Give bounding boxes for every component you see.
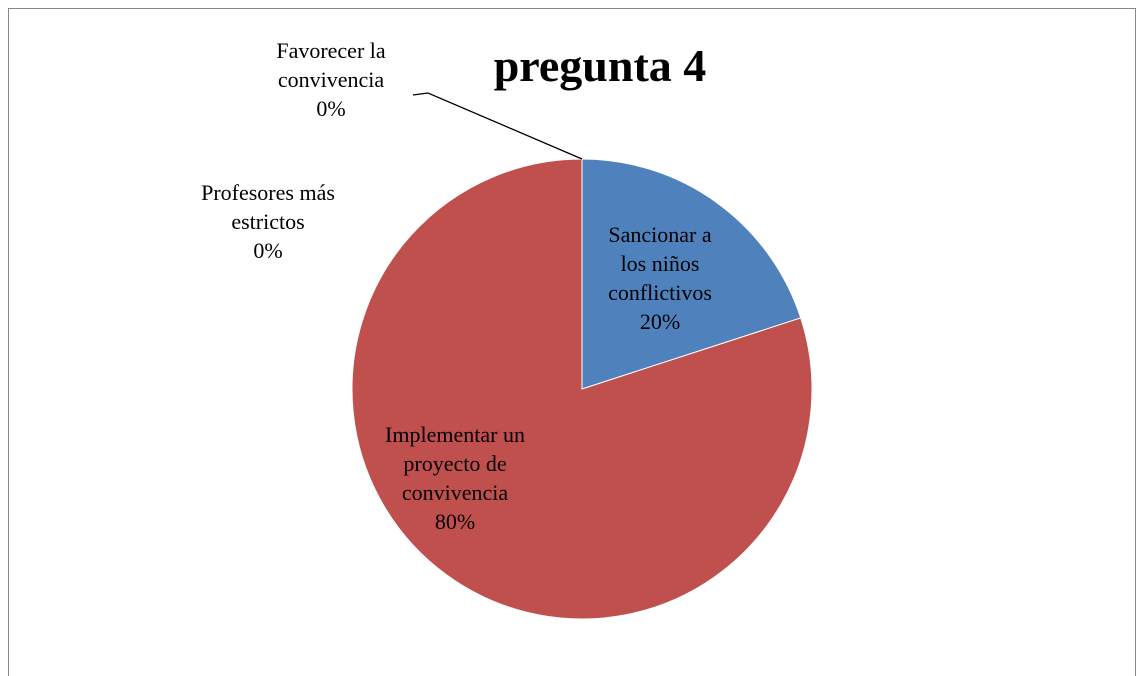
data-label-value: 0% [253, 238, 283, 263]
pie-slice [581, 158, 802, 390]
chart-border [8, 8, 1136, 676]
data-label-name: Favorecer la convivencia [276, 38, 386, 92]
data-label-value: 0% [316, 96, 346, 121]
data-label: Implementar un proyecto de convivencia 80… [360, 420, 550, 536]
data-label: Profesores más estrictos 0% [170, 178, 366, 265]
data-label-name: Implementar un proyecto de convivencia [385, 422, 525, 505]
data-label-value: 80% [434, 509, 476, 534]
data-label-name: Profesores más estrictos [201, 180, 335, 234]
data-label-name: Sancionar a los niños conflictivos [608, 222, 712, 305]
data-label-value: 20% [639, 309, 681, 334]
leader-line [412, 92, 583, 160]
chart-title: pregunta 4 [493, 40, 707, 91]
pie-slice [351, 158, 813, 620]
data-label: Favorecer la convivencia 0% [250, 36, 412, 123]
data-label: Sancionar a los niños conflictivos 20% [594, 220, 726, 336]
